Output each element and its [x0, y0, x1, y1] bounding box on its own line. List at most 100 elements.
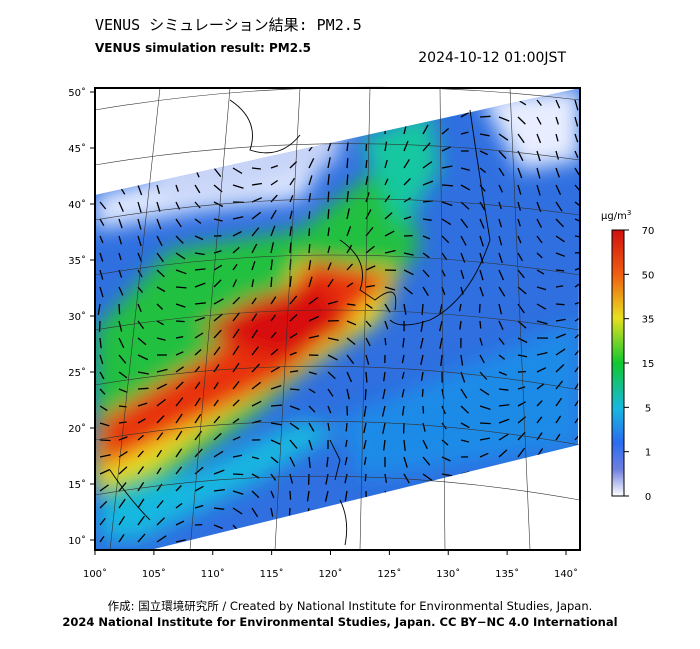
wind-arrow — [536, 235, 543, 244]
wind-arrow — [346, 337, 356, 346]
wind-arrow — [175, 430, 183, 441]
wind-arrow — [327, 174, 330, 186]
wind-arrow — [345, 439, 348, 448]
wind-arrow — [289, 422, 300, 430]
wind-arrow — [479, 201, 486, 211]
lon-tick-label: 100˚ — [83, 568, 107, 580]
colorbar-tick-label: 1 — [645, 448, 651, 459]
wind-arrow — [99, 422, 110, 427]
wind-arrow — [365, 209, 372, 220]
wind-arrow — [364, 473, 367, 482]
wind-arrow — [346, 354, 355, 365]
wind-arrow — [194, 184, 201, 194]
wind-arrow — [555, 303, 565, 306]
wind-arrow — [308, 228, 311, 237]
wind-arrow — [555, 415, 562, 424]
wind-arrow — [213, 167, 222, 178]
wind-arrow — [137, 402, 148, 407]
wind-arrow — [419, 337, 424, 349]
lon-tick-label: 125˚ — [377, 568, 401, 580]
wind-arrow — [308, 276, 313, 288]
wind-arrow — [403, 178, 411, 186]
wind-arrow — [346, 263, 353, 271]
wind-arrow — [517, 303, 525, 314]
wind-arrow — [213, 184, 223, 193]
wind-arrow — [459, 320, 462, 330]
wind-arrow — [517, 286, 527, 295]
wind-arrow — [422, 422, 426, 432]
colorbar — [611, 229, 625, 497]
wind-arrow — [327, 157, 331, 169]
wind-arrow — [232, 296, 241, 305]
wind-arrow — [270, 259, 273, 271]
lon-tick-label: 115˚ — [260, 568, 284, 580]
wind-arrow — [460, 235, 467, 246]
wind-arrow — [289, 226, 293, 237]
wind-arrow — [460, 422, 470, 429]
wind-arrow — [460, 112, 470, 118]
wind-arrow — [327, 371, 336, 380]
wind-arrow — [384, 178, 389, 186]
wind-arrow — [194, 302, 206, 305]
wind-arrow — [365, 245, 375, 254]
wind-arrow — [308, 211, 311, 220]
wind-arrow — [403, 286, 413, 295]
wind-arrow — [175, 184, 179, 192]
wind-arrow — [232, 362, 240, 373]
wind-arrow — [439, 320, 443, 332]
wind-arrow — [289, 456, 296, 467]
wind-arrow — [270, 225, 276, 237]
unit-exp: 3 — [627, 209, 631, 217]
wind-arrow — [99, 337, 102, 349]
wind-arrow — [365, 284, 376, 288]
wind-arrow — [441, 128, 450, 135]
wind-arrow — [479, 320, 482, 329]
wind-arrow — [346, 244, 353, 254]
wind-arrow — [251, 227, 260, 237]
wind-arrow — [289, 439, 298, 449]
wind-arrow — [327, 422, 330, 431]
wind-arrow — [479, 252, 484, 264]
wind-arrow — [555, 99, 561, 109]
wind-arrow — [251, 329, 258, 339]
wind-arrow — [118, 235, 123, 245]
wind-arrow — [289, 332, 298, 339]
lat-tick-label: 50˚ — [68, 87, 86, 99]
wind-arrow — [401, 405, 405, 416]
wind-arrow — [346, 208, 350, 220]
wind-arrow — [232, 454, 243, 458]
wind-arrow — [422, 161, 433, 169]
wind-arrow — [99, 218, 105, 227]
wind-arrow — [479, 388, 490, 396]
wind-arrow — [555, 433, 561, 441]
colorbar-tick-label: 35 — [642, 315, 655, 326]
wind-arrow — [156, 235, 163, 247]
lat-tick-label: 35˚ — [68, 255, 86, 267]
wind-arrow — [232, 345, 240, 356]
wind-arrow — [574, 184, 580, 193]
wind-arrow — [536, 167, 541, 179]
wind-arrow — [213, 364, 220, 373]
wind-arrow — [441, 235, 450, 244]
wind-arrow — [327, 262, 332, 271]
wind-arrow — [346, 226, 352, 237]
wind-arrow — [422, 439, 428, 450]
wind-arrow — [289, 314, 298, 322]
wind-arrow — [194, 366, 201, 373]
wind-arrow — [517, 431, 526, 441]
lat-tick-label: 15˚ — [68, 479, 86, 491]
wind-arrow — [458, 303, 462, 312]
wind-arrow — [251, 346, 259, 356]
wind-arrow — [118, 303, 121, 315]
wind-arrow — [99, 500, 108, 509]
wind-arrow — [308, 175, 313, 186]
wind-arrow — [365, 160, 368, 169]
wind-arrow — [479, 167, 487, 174]
coastlines — [109, 99, 491, 546]
lon-tick-label: 135˚ — [495, 568, 519, 580]
wind-arrow — [422, 180, 434, 186]
wind-arrow — [536, 303, 547, 310]
wind-arrow — [289, 177, 296, 186]
wind-arrow — [175, 381, 184, 390]
